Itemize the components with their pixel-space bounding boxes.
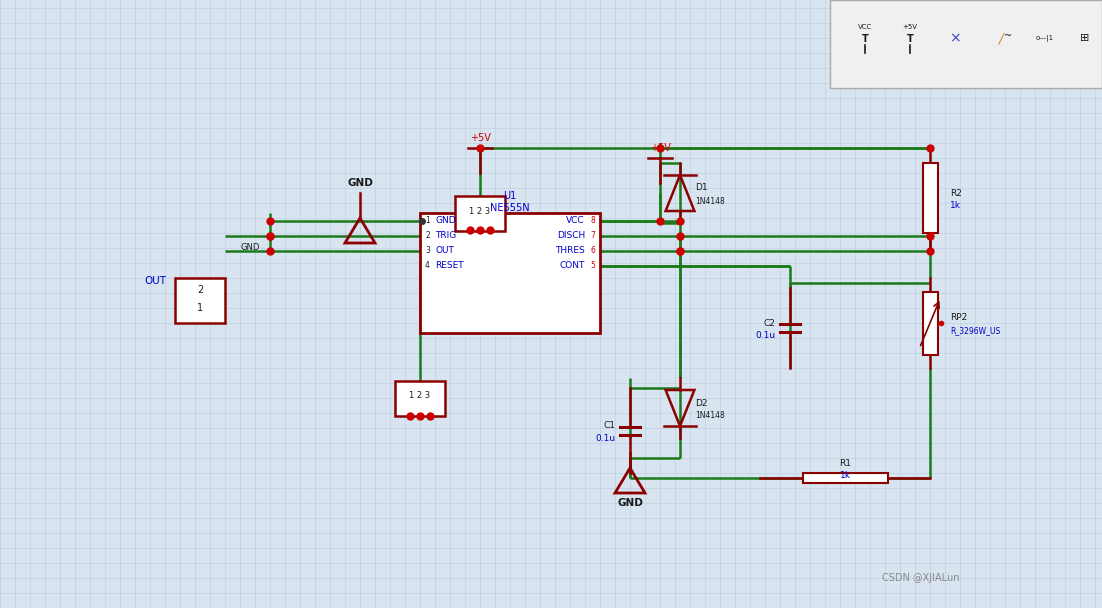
Text: 0.1u: 0.1u xyxy=(755,331,775,340)
Text: VCC: VCC xyxy=(566,216,585,225)
Text: THRES: THRES xyxy=(555,246,585,255)
Text: 1k: 1k xyxy=(950,201,961,210)
Text: OUT: OUT xyxy=(144,276,166,286)
Bar xyxy=(175,278,225,323)
Text: +5V: +5V xyxy=(469,133,490,143)
Text: T: T xyxy=(862,34,868,44)
Bar xyxy=(830,0,1102,88)
Text: R2: R2 xyxy=(950,188,962,198)
Bar xyxy=(455,196,505,230)
Text: 1 2 3: 1 2 3 xyxy=(469,207,490,215)
Text: T: T xyxy=(907,34,914,44)
Text: NE555N: NE555N xyxy=(490,203,530,213)
Text: R1: R1 xyxy=(839,458,851,468)
Text: 1k: 1k xyxy=(840,471,851,480)
Text: RP2: RP2 xyxy=(950,314,968,322)
Text: 5: 5 xyxy=(591,261,595,270)
Text: /: / xyxy=(997,31,1003,45)
Text: CONT: CONT xyxy=(560,261,585,270)
Text: 1N4148: 1N4148 xyxy=(695,412,725,421)
Text: GND: GND xyxy=(240,243,260,252)
Text: D1: D1 xyxy=(695,184,707,193)
Text: D2: D2 xyxy=(695,398,707,407)
Text: 1: 1 xyxy=(197,303,203,313)
Text: 2: 2 xyxy=(197,285,203,295)
Text: ⊞: ⊞ xyxy=(1080,33,1090,43)
Text: 1 2 3: 1 2 3 xyxy=(410,392,431,401)
Text: ×: × xyxy=(949,31,961,45)
Bar xyxy=(922,291,938,354)
Text: GND: GND xyxy=(617,498,642,508)
Text: GND: GND xyxy=(347,178,372,188)
Text: 1N4148: 1N4148 xyxy=(695,196,725,206)
Text: +5V: +5V xyxy=(649,143,670,153)
Text: 0.1u: 0.1u xyxy=(595,434,615,443)
Text: GND: GND xyxy=(435,216,455,225)
Text: R_3296W_US: R_3296W_US xyxy=(950,326,1001,336)
Text: 3: 3 xyxy=(425,246,430,255)
Bar xyxy=(395,381,445,415)
Bar xyxy=(922,163,938,233)
Text: 6: 6 xyxy=(591,246,595,255)
Text: VCC: VCC xyxy=(857,24,872,30)
Text: CSDN @XJIALun: CSDN @XJIALun xyxy=(883,573,960,583)
Text: DISCH: DISCH xyxy=(557,231,585,240)
Text: U1: U1 xyxy=(504,191,517,201)
Text: TRIG: TRIG xyxy=(435,231,456,240)
Text: 8: 8 xyxy=(591,216,595,225)
Text: C1: C1 xyxy=(603,421,615,430)
Text: 7: 7 xyxy=(591,231,595,240)
Text: OUT: OUT xyxy=(435,246,454,255)
Bar xyxy=(802,473,887,483)
Text: o—|1: o—|1 xyxy=(1036,35,1054,41)
Text: RESET: RESET xyxy=(435,261,464,270)
Text: +5V: +5V xyxy=(903,24,918,30)
Text: 1: 1 xyxy=(425,216,430,225)
Bar xyxy=(420,213,599,333)
Text: 4: 4 xyxy=(425,261,430,270)
Text: ~: ~ xyxy=(1004,31,1012,41)
Text: C2: C2 xyxy=(763,319,775,328)
Text: 2: 2 xyxy=(425,231,430,240)
